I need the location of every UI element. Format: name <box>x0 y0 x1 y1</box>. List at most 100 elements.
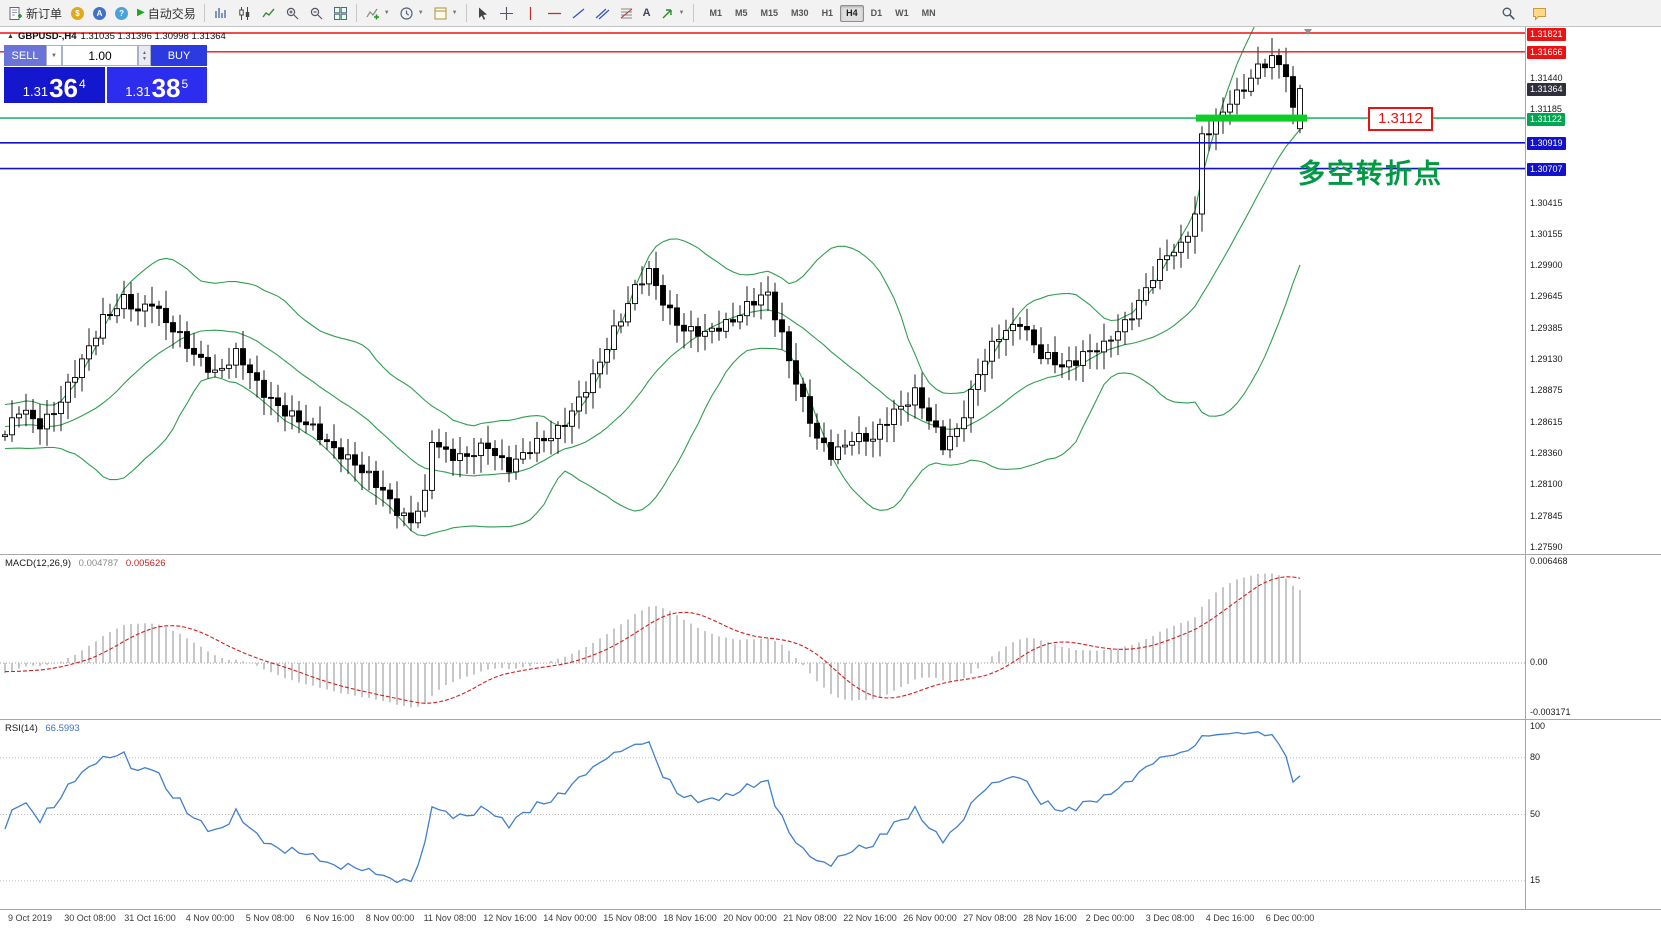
text-button[interactable]: A <box>639 2 655 24</box>
volume-stepper[interactable]: ▲ ▼ <box>138 45 151 66</box>
support-icon: ? <box>115 6 129 20</box>
candlestick-icon <box>239 6 249 20</box>
autotrading-button[interactable]: ▶ 自动交易 <box>133 2 200 24</box>
symbol-icon: ▲ <box>7 33 14 40</box>
zoom-out-button[interactable] <box>305 2 328 24</box>
price-badge: 1.31821 <box>1527 27 1566 41</box>
tile-windows-icon <box>333 6 347 20</box>
vertical-line-button[interactable] <box>519 2 542 24</box>
trendline-button[interactable] <box>567 2 590 24</box>
time-label: 31 Oct 16:00 <box>124 913 176 923</box>
timeframe-h4[interactable]: H4 <box>840 4 864 22</box>
price-tick: 1.31185 <box>1530 103 1562 114</box>
time-label: 6 Dec 00:00 <box>1265 913 1315 923</box>
time-label: 14 Nov 00:00 <box>543 913 597 923</box>
timeframe-h1[interactable]: H1 <box>821 7 834 18</box>
candlestick-button[interactable] <box>233 2 256 24</box>
channel-button[interactable] <box>591 2 614 24</box>
sell-tab[interactable]: SELL <box>4 45 46 66</box>
trendline-icon <box>572 7 585 19</box>
cursor-button[interactable] <box>471 2 494 24</box>
price-level-label[interactable]: 1.3112 <box>1368 107 1433 132</box>
timeframe-w1[interactable]: W1 <box>895 7 909 18</box>
chat-button[interactable] <box>1528 2 1551 24</box>
axis-separator <box>1525 27 1526 910</box>
price-tick: 1.29385 <box>1530 323 1563 333</box>
candlestick-chart[interactable] <box>0 27 1525 554</box>
price-tick: 1.29645 <box>1530 291 1563 302</box>
zoom-in-button[interactable] <box>281 2 304 24</box>
chart-symbol-header: ▲ GBPUSD-,H4 1.31035 1.31396 1.30998 1.3… <box>7 31 226 42</box>
rsi-chart[interactable] <box>0 720 1525 909</box>
time-label: 12 Nov 16:00 <box>483 913 537 923</box>
bar-chart-button[interactable] <box>209 2 232 24</box>
search-icon <box>1502 7 1515 20</box>
line-chart-button[interactable] <box>257 2 280 24</box>
cursor-icon <box>478 7 487 20</box>
new-order-button[interactable]: 新订单 <box>4 2 66 24</box>
horizontal-line-icon <box>547 12 561 14</box>
horizontal-line-button[interactable] <box>543 2 566 24</box>
timeframe-m1[interactable]: M1 <box>709 7 723 18</box>
buy-price-prefix: 1.31 <box>125 83 151 99</box>
timeframe-m15[interactable]: M15 <box>760 7 779 18</box>
time-label: 2 Dec 00:00 <box>1085 913 1135 923</box>
channel-icon <box>595 8 609 19</box>
time-label: 3 Dec 08:00 <box>1145 913 1195 923</box>
new-order-label: 新订单 <box>26 6 63 21</box>
timeframe-mn[interactable]: MN <box>921 7 936 18</box>
pane-separator[interactable] <box>0 719 1661 720</box>
support-button[interactable]: ? <box>111 2 132 24</box>
macd-value: 0.004787 <box>78 558 119 569</box>
price-tick: 1.28875 <box>1530 385 1563 396</box>
account-button[interactable]: A <box>89 2 110 24</box>
timeframe-d1[interactable]: D1 <box>870 7 883 18</box>
rsi-value: 66.5993 <box>45 723 80 734</box>
turning-point-annotation[interactable]: 多空转折点 <box>1298 159 1443 190</box>
price-tick: 50 <box>1530 808 1541 819</box>
timeframe-m30[interactable]: M30 <box>791 7 809 18</box>
templates-button[interactable]: ▼ <box>429 2 462 24</box>
time-label: 27 Nov 08:00 <box>963 913 1017 923</box>
macd-label: MACD(12,26,9) <box>5 558 71 569</box>
fibonacci-button[interactable] <box>615 2 638 24</box>
rsi-header: RSI(14) 66.5993 <box>5 723 80 734</box>
macd-chart[interactable] <box>0 555 1525 719</box>
toolbar-separator <box>203 4 205 22</box>
sell-button[interactable]: 1.31 36 4 <box>4 67 105 103</box>
time-label: 6 Nov 16:00 <box>305 913 355 923</box>
buy-tab[interactable]: BUY <box>151 45 207 66</box>
macd-header: MACD(12,26,9) 0.004787 0.005626 <box>5 558 166 569</box>
time-axis[interactable]: 9 Oct 2019 30 Oct 08:00 31 Oct 16:00 4 Nov … <box>0 911 1661 929</box>
dropdown-caret-icon: ▼ <box>678 10 685 16</box>
macd-signal-value: 0.005626 <box>125 558 166 569</box>
price-axis[interactable]: 1.31821 1.31666 1.31440 1.31364 1.31185 1.311… <box>1526 27 1660 910</box>
deposit-button[interactable]: $ <box>67 2 88 24</box>
arrows-button[interactable]: ▼ <box>656 2 689 24</box>
crosshair-button[interactable] <box>495 2 518 24</box>
price-tick: 15 <box>1530 874 1541 885</box>
indicators-button[interactable]: ▼ <box>361 2 394 24</box>
chart-area[interactable]: ▲ GBPUSD-,H4 1.31035 1.31396 1.30998 1.3… <box>0 27 1661 952</box>
buy-price-sup: 5 <box>181 77 189 91</box>
price-tick: 1.27590 <box>1530 541 1563 552</box>
pane-separator[interactable] <box>0 554 1661 555</box>
stepper-up-icon: ▲ <box>142 49 147 56</box>
buy-button[interactable]: 1.31 38 5 <box>106 67 207 103</box>
price-tick: 1.28100 <box>1530 479 1563 490</box>
toolbar-separator <box>355 4 357 22</box>
price-badge: 1.30919 <box>1527 137 1566 151</box>
periods-button[interactable]: ▼ <box>395 2 428 24</box>
tile-windows-button[interactable] <box>329 2 352 24</box>
indicator-add-icon <box>366 8 379 19</box>
new-order-icon <box>9 6 22 20</box>
volume-input[interactable]: 1.00 <box>62 45 138 66</box>
time-label: 11 Nov 08:00 <box>423 913 477 923</box>
timeframe-m5[interactable]: M5 <box>735 7 748 18</box>
vertical-line-icon <box>529 6 531 20</box>
buy-price-big: 38 <box>151 72 181 103</box>
dropdown-caret-icon: ▼ <box>417 10 424 16</box>
order-type-dropdown[interactable]: ▼ <box>46 45 62 66</box>
search-button[interactable] <box>1497 2 1520 24</box>
toolbar-right-group <box>1497 2 1551 24</box>
